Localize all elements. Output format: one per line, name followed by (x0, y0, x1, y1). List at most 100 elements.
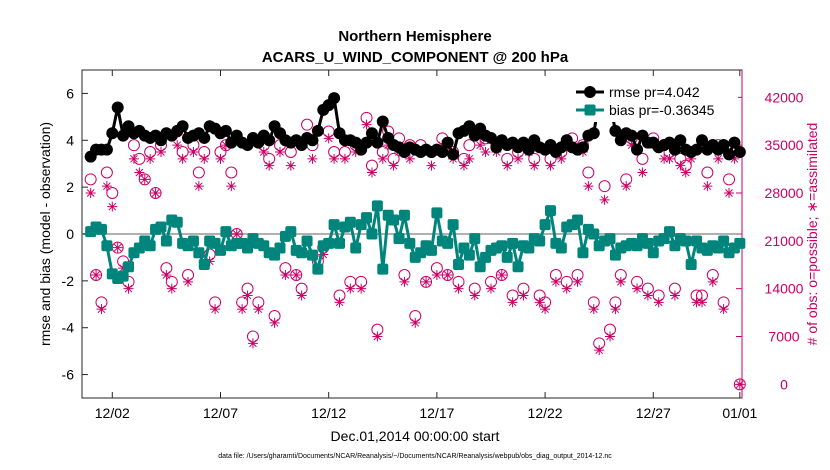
y-right-tick-label: 35000 (765, 137, 804, 153)
x-tick-label: 12/02 (95, 405, 130, 421)
y-tick-label: 2 (66, 179, 74, 195)
obs-possible-point (225, 166, 238, 179)
obs-assimilated-point (583, 181, 594, 192)
bias-point (117, 270, 129, 282)
obs-assimilated-point (680, 167, 691, 178)
bias-point (588, 228, 600, 240)
obs-assimilated-point (161, 270, 172, 280)
obs-assimilated-point (642, 290, 653, 301)
obs-assimilated-point (599, 194, 610, 205)
bias-point (312, 263, 324, 275)
obs-assimilated-point (691, 297, 702, 308)
obs-possible-point (138, 173, 151, 186)
obs-assimilated-point (702, 181, 713, 192)
obs-assimilated-point (664, 153, 675, 164)
obs-assimilated-point (534, 297, 545, 308)
obs-assimilated-point (188, 147, 199, 157)
y-right-tick-label: 7000 (768, 329, 799, 345)
obs-assimilated-point (366, 167, 377, 178)
bias-point (404, 237, 416, 249)
bias-point (431, 207, 443, 219)
bias-point (664, 226, 676, 238)
obs-possible-point (495, 269, 508, 281)
obs-assimilated-point (107, 201, 118, 212)
x-tick-label: 01/01 (722, 405, 757, 421)
obs-possible-point (723, 173, 736, 186)
obs-assimilated-point (669, 290, 680, 301)
bias-point (328, 219, 340, 231)
y-tick-label: -4 (62, 320, 75, 336)
bias-point (95, 223, 107, 235)
x-tick-label: 12/07 (203, 405, 238, 421)
legend: rmse pr=4.042 bias pr=-0.36345 (560, 76, 738, 122)
obs-possible-point (301, 118, 314, 131)
obs-assimilated-point (637, 167, 648, 178)
bias-point (647, 247, 659, 259)
bias-point (344, 216, 356, 228)
y-tick-label: 0 (66, 226, 74, 242)
rmse-point (263, 134, 276, 147)
obs-assimilated-point (615, 276, 626, 287)
bias-point (474, 261, 486, 273)
bias-point (285, 226, 297, 238)
rmse-point (371, 136, 384, 149)
rmse-point (360, 136, 373, 149)
bias-point (306, 249, 318, 261)
obs-assimilated-point (718, 304, 729, 315)
obs-assimilated-point (399, 276, 410, 287)
rmse-point (522, 143, 535, 156)
obs-assimilated-point (513, 153, 524, 164)
bias-point (187, 235, 199, 247)
obs-assimilated-point (296, 290, 307, 301)
bias-point (469, 233, 481, 245)
obs-assimilated-point (199, 153, 210, 164)
obs-assimilated-point (177, 153, 188, 164)
y-tick-label: -2 (62, 273, 75, 289)
obs-possible-point (636, 152, 649, 165)
obs-assimilated-point (329, 153, 340, 164)
obs-assimilated-point (101, 181, 112, 192)
chart-subtitle: ACARS_U_WIND_COMPONENT @ 200 hPa (262, 49, 569, 66)
obs-assimilated-point (550, 276, 561, 287)
obs-possible-point (127, 139, 140, 152)
obs-assimilated-point (339, 153, 350, 164)
obs-assimilated-point (518, 290, 529, 301)
rmse-point (733, 146, 746, 158)
y-axis-label: rmse and bias (model - observation) (37, 122, 53, 346)
bias-point (171, 216, 183, 228)
y-right-tick-label: 21000 (765, 233, 804, 249)
obs-assimilated-point (307, 153, 318, 164)
obs-assimilated-point (469, 290, 480, 301)
obs-assimilated-point (686, 153, 697, 164)
obs-assimilated-point (356, 283, 367, 294)
bias-point (388, 214, 400, 226)
rmse-point (198, 131, 211, 144)
obs-assimilated-point (247, 338, 258, 349)
obs-assimilated-point (529, 160, 540, 171)
bias-point (642, 237, 654, 249)
rmse-point (625, 129, 638, 142)
obs-assimilated-point (285, 160, 296, 171)
obs-possible-point (84, 173, 97, 186)
rmse-point (111, 101, 124, 114)
obs-assimilated-point (458, 160, 469, 171)
rmse-point (441, 136, 454, 149)
bias-point (577, 247, 589, 259)
obs-possible-point (290, 269, 303, 281)
bias-point (425, 244, 437, 256)
bias-point (301, 235, 313, 247)
obs-assimilated-point (96, 304, 107, 315)
obs-assimilated-point (269, 317, 280, 328)
obs-assimilated-point (210, 304, 221, 315)
obs-possible-point (90, 269, 103, 281)
bias-point (198, 258, 210, 270)
bias-point (539, 219, 551, 231)
obs-assimilated-point (291, 270, 302, 280)
rmse-point (106, 127, 119, 140)
obs-assimilated-point (85, 188, 96, 198)
bias-point (334, 237, 346, 249)
y-right-tick-label: 42000 (765, 89, 804, 105)
obs-possible-point (441, 269, 454, 281)
rmse-point (690, 143, 703, 156)
